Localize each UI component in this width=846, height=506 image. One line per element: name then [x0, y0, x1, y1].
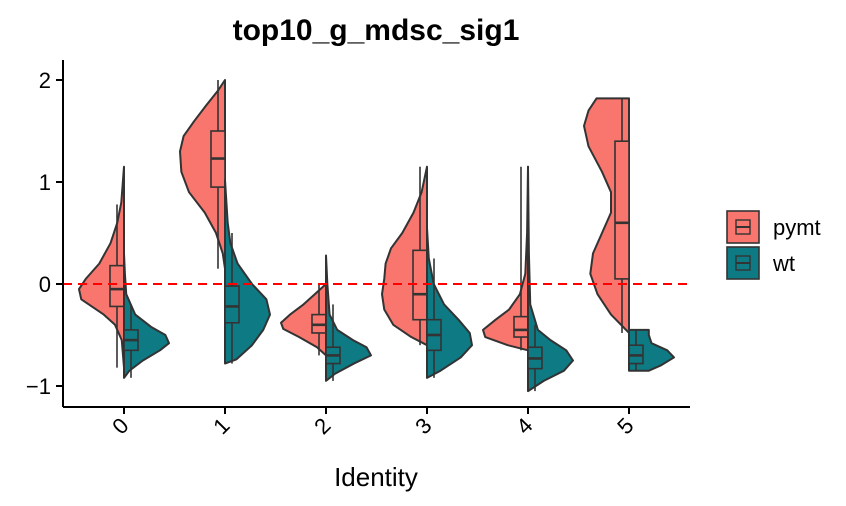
legend: pymt wt: [726, 210, 821, 280]
box-pymt-4: [513, 315, 529, 338]
box-pymt-5: [614, 140, 630, 280]
box-wt-1: [224, 285, 240, 324]
x-tick-label-4: 4: [511, 413, 537, 439]
y-tick-label-1: 1: [39, 170, 51, 195]
legend-label-pymt: pymt: [773, 215, 821, 240]
y-tick-label--1: −1: [26, 374, 51, 399]
violin-layer: [78, 79, 675, 393]
violin-wt-4: [527, 165, 574, 393]
x-tick-label-1: 1: [208, 413, 234, 439]
y-tick-label-0: 0: [39, 272, 51, 297]
violin-pymt-2: [280, 283, 327, 357]
legend-key-wt: [726, 246, 760, 280]
x-tick-label-5: 5: [612, 413, 638, 439]
x-tick-label-0: 0: [107, 413, 133, 439]
x-tick-label-3: 3: [410, 413, 436, 439]
chart-title: top10_g_mdsc_sig1: [233, 14, 520, 47]
legend-label-wt: wt: [772, 251, 795, 276]
x-tick-label-2: 2: [309, 413, 335, 439]
x-axis-title: Identity: [334, 462, 418, 492]
box-pymt-0: [109, 264, 125, 308]
box-pymt-3: [412, 249, 428, 321]
violin-pymt-0: [78, 165, 125, 369]
y-tick-label-2: 2: [39, 68, 51, 93]
